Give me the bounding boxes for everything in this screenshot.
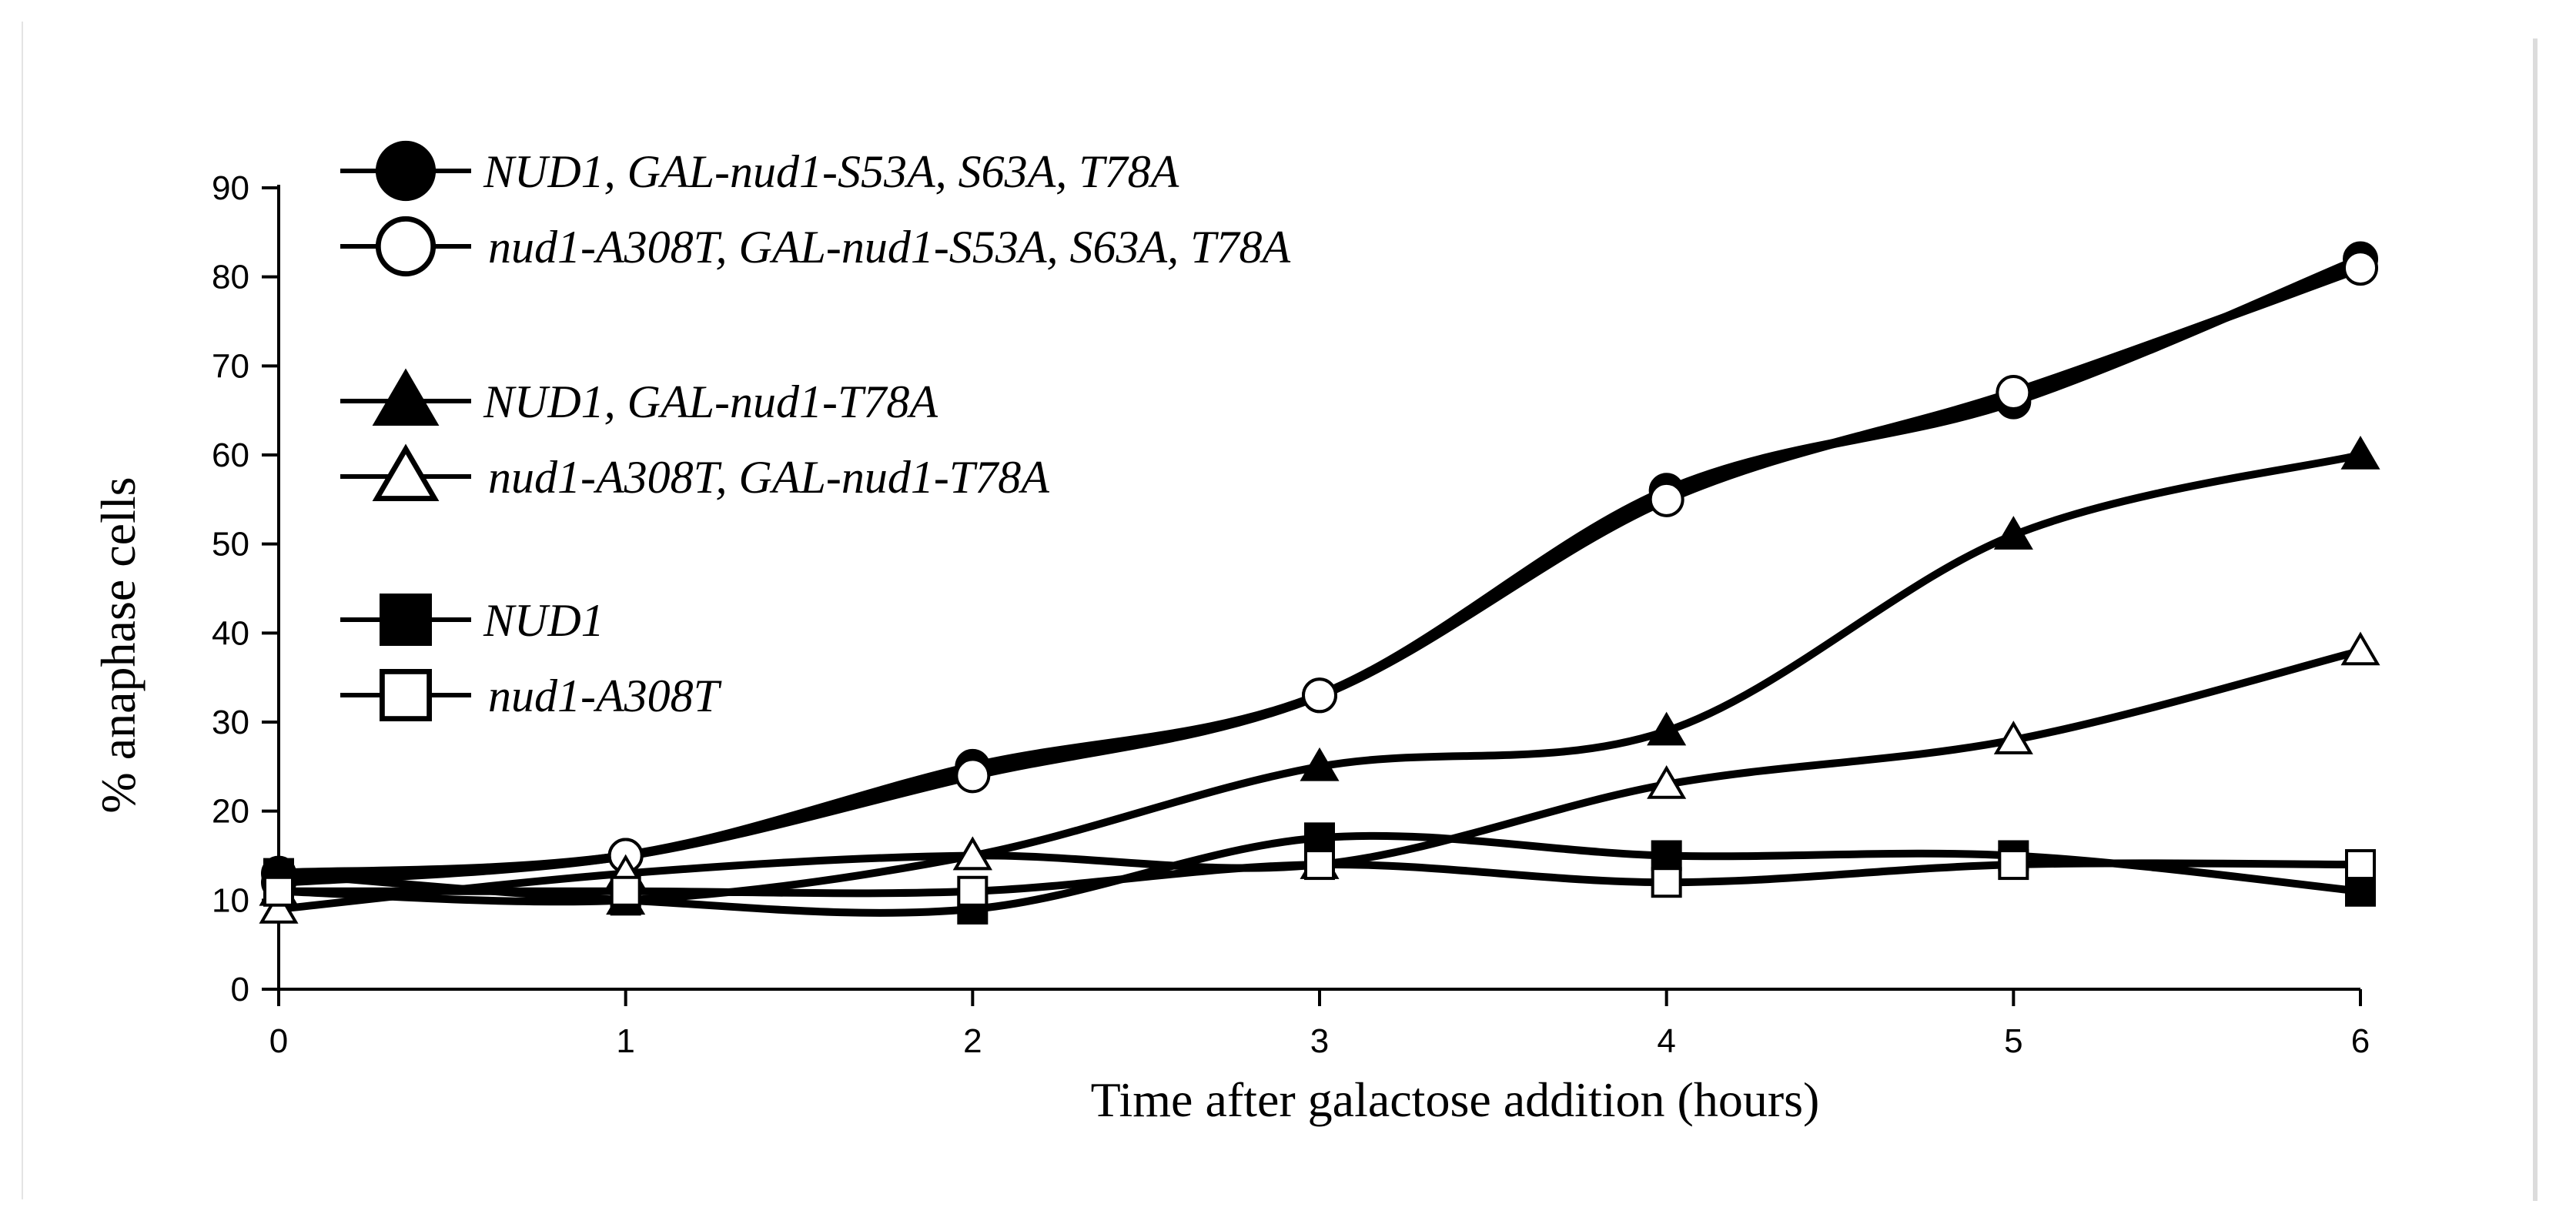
data-point-series-6	[610, 875, 641, 907]
data-point-series-6	[263, 875, 294, 907]
y-tick-label: 30	[212, 704, 249, 741]
legend-marker-2	[375, 216, 437, 277]
legend-label-6: nud1-A308T	[488, 671, 722, 721]
x-tick-label: 0	[269, 1022, 288, 1060]
y-axis-title: % anaphase cells	[91, 477, 146, 813]
y-tick-label: 0	[231, 971, 249, 1008]
data-point-series-3	[1647, 711, 1687, 746]
data-point-series-4	[1647, 764, 1687, 799]
data-point-series-2	[2343, 250, 2378, 286]
data-point-series-4	[259, 889, 299, 924]
y-tick-label: 20	[212, 793, 249, 831]
x-tick-label: 1	[616, 1022, 634, 1060]
x-tick-label: 5	[2004, 1022, 2022, 1060]
data-point-series-4	[1993, 721, 2033, 754]
chart-axes: 0 10 20 30 40 50 60 70 80 90 0 1 2 3 4 5 6	[212, 169, 2370, 1060]
legend-marker-5	[379, 594, 432, 647]
y-tick-label: 50	[212, 526, 249, 564]
data-point-series-5	[2345, 875, 2376, 907]
y-tick-label: 90	[212, 169, 249, 207]
y-tick-label: 10	[212, 881, 249, 919]
data-point-series-2	[955, 757, 991, 794]
legend-label-3: NUD1, GAL-nud1-T78A	[483, 376, 938, 427]
data-point-series-4	[2340, 631, 2380, 666]
data-point-series-2	[1648, 481, 1684, 517]
data-point-series-6	[1651, 867, 1682, 898]
data-point-series-3	[2340, 436, 2380, 470]
x-tick-label: 3	[1310, 1022, 1329, 1060]
chart-legend: NUD1, GAL-nud1-S53A, S63A, T78A nud1-A308…	[340, 140, 1291, 722]
y-tick-label: 80	[212, 259, 249, 296]
legend-marker-4	[372, 443, 440, 501]
y-tick-label: 40	[212, 614, 249, 652]
data-point-series-6	[1304, 849, 1335, 881]
data-point-series-5	[1651, 840, 1682, 871]
data-point-series-2	[1302, 677, 1337, 714]
x-tick-label: 6	[2351, 1022, 2370, 1060]
x-axis-title: Time after galactose addition (hours)	[1091, 1072, 1820, 1127]
legend-marker-6	[379, 669, 432, 722]
chart-series-lines	[274, 254, 2365, 917]
legend-label-2: nud1-A308T, GAL-nud1-S53A, S63A, T78A	[488, 222, 1291, 273]
legend-label-4: nud1-A308T, GAL-nud1-T78A	[488, 452, 1049, 503]
y-tick-label: 60	[212, 436, 249, 474]
data-point-series-3	[1993, 516, 2033, 550]
legend-marker-3	[372, 368, 440, 426]
data-point-series-4	[952, 836, 992, 871]
series-line-1	[274, 254, 2365, 878]
legend-marker-1	[375, 140, 437, 202]
data-point-series-6	[1998, 849, 2029, 881]
x-tick-label: 4	[1657, 1022, 1675, 1060]
page-border-left	[22, 22, 23, 1199]
series-line-2	[274, 263, 2365, 888]
data-point-series-5	[1304, 822, 1335, 854]
y-tick-label: 70	[212, 347, 249, 385]
x-tick-label: 2	[963, 1022, 982, 1060]
data-point-series-3	[1300, 747, 1340, 781]
data-point-series-6	[2345, 849, 2376, 881]
page-border-right	[2533, 38, 2538, 1201]
data-point-series-6	[957, 875, 989, 907]
chart-data-points	[259, 241, 2380, 925]
legend-label-5: NUD1	[483, 595, 604, 646]
data-point-series-2	[1996, 375, 2032, 411]
legend-label-1: NUD1, GAL-nud1-S53A, S63A, T78A	[483, 146, 1179, 197]
